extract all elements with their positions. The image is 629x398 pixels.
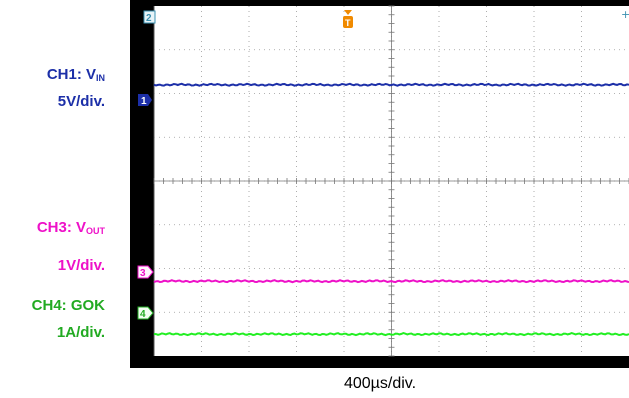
trigger-level-icon: +	[621, 8, 629, 21]
trace-ch1	[153, 82, 629, 87]
oscilloscope-display: 2 1 3 4 T +	[130, 0, 629, 368]
ch3-label-sub: OUT	[86, 226, 105, 236]
ch1-label-prefix: CH1: V	[46, 66, 96, 83]
ch2-marker: 2	[143, 10, 156, 24]
ch3-label-prefix: CH3: V	[36, 219, 86, 236]
ch1-label: CH1: VIN	[47, 66, 105, 83]
timebase-label: 400µs/div.	[343, 375, 417, 392]
ch3-marker-label: 3	[140, 268, 146, 279]
ch4-marker: 4	[137, 306, 154, 320]
ch1-scale: 5V/div.	[57, 93, 105, 110]
ch1-label-sub: IN	[96, 73, 105, 83]
ch3-label: CH3: VOUT	[37, 219, 105, 236]
ch1-marker-label: 1	[141, 96, 147, 107]
trace-ch4	[153, 332, 629, 337]
graticule	[153, 5, 629, 357]
ch2-marker-label: 2	[146, 13, 152, 24]
ch4-label: CH4: GOK	[31, 297, 105, 314]
traces	[153, 82, 629, 337]
ch4-marker-label: 4	[140, 309, 146, 320]
trigger-marker: T	[343, 10, 353, 28]
trigger-marker-label: T	[345, 18, 351, 28]
ch3-marker: 3	[137, 265, 154, 279]
ch3-scale: 1V/div.	[57, 257, 105, 274]
ch1-marker: 1	[138, 94, 152, 107]
trace-ch3	[153, 279, 629, 284]
ch4-scale: 1A/div.	[56, 324, 105, 341]
